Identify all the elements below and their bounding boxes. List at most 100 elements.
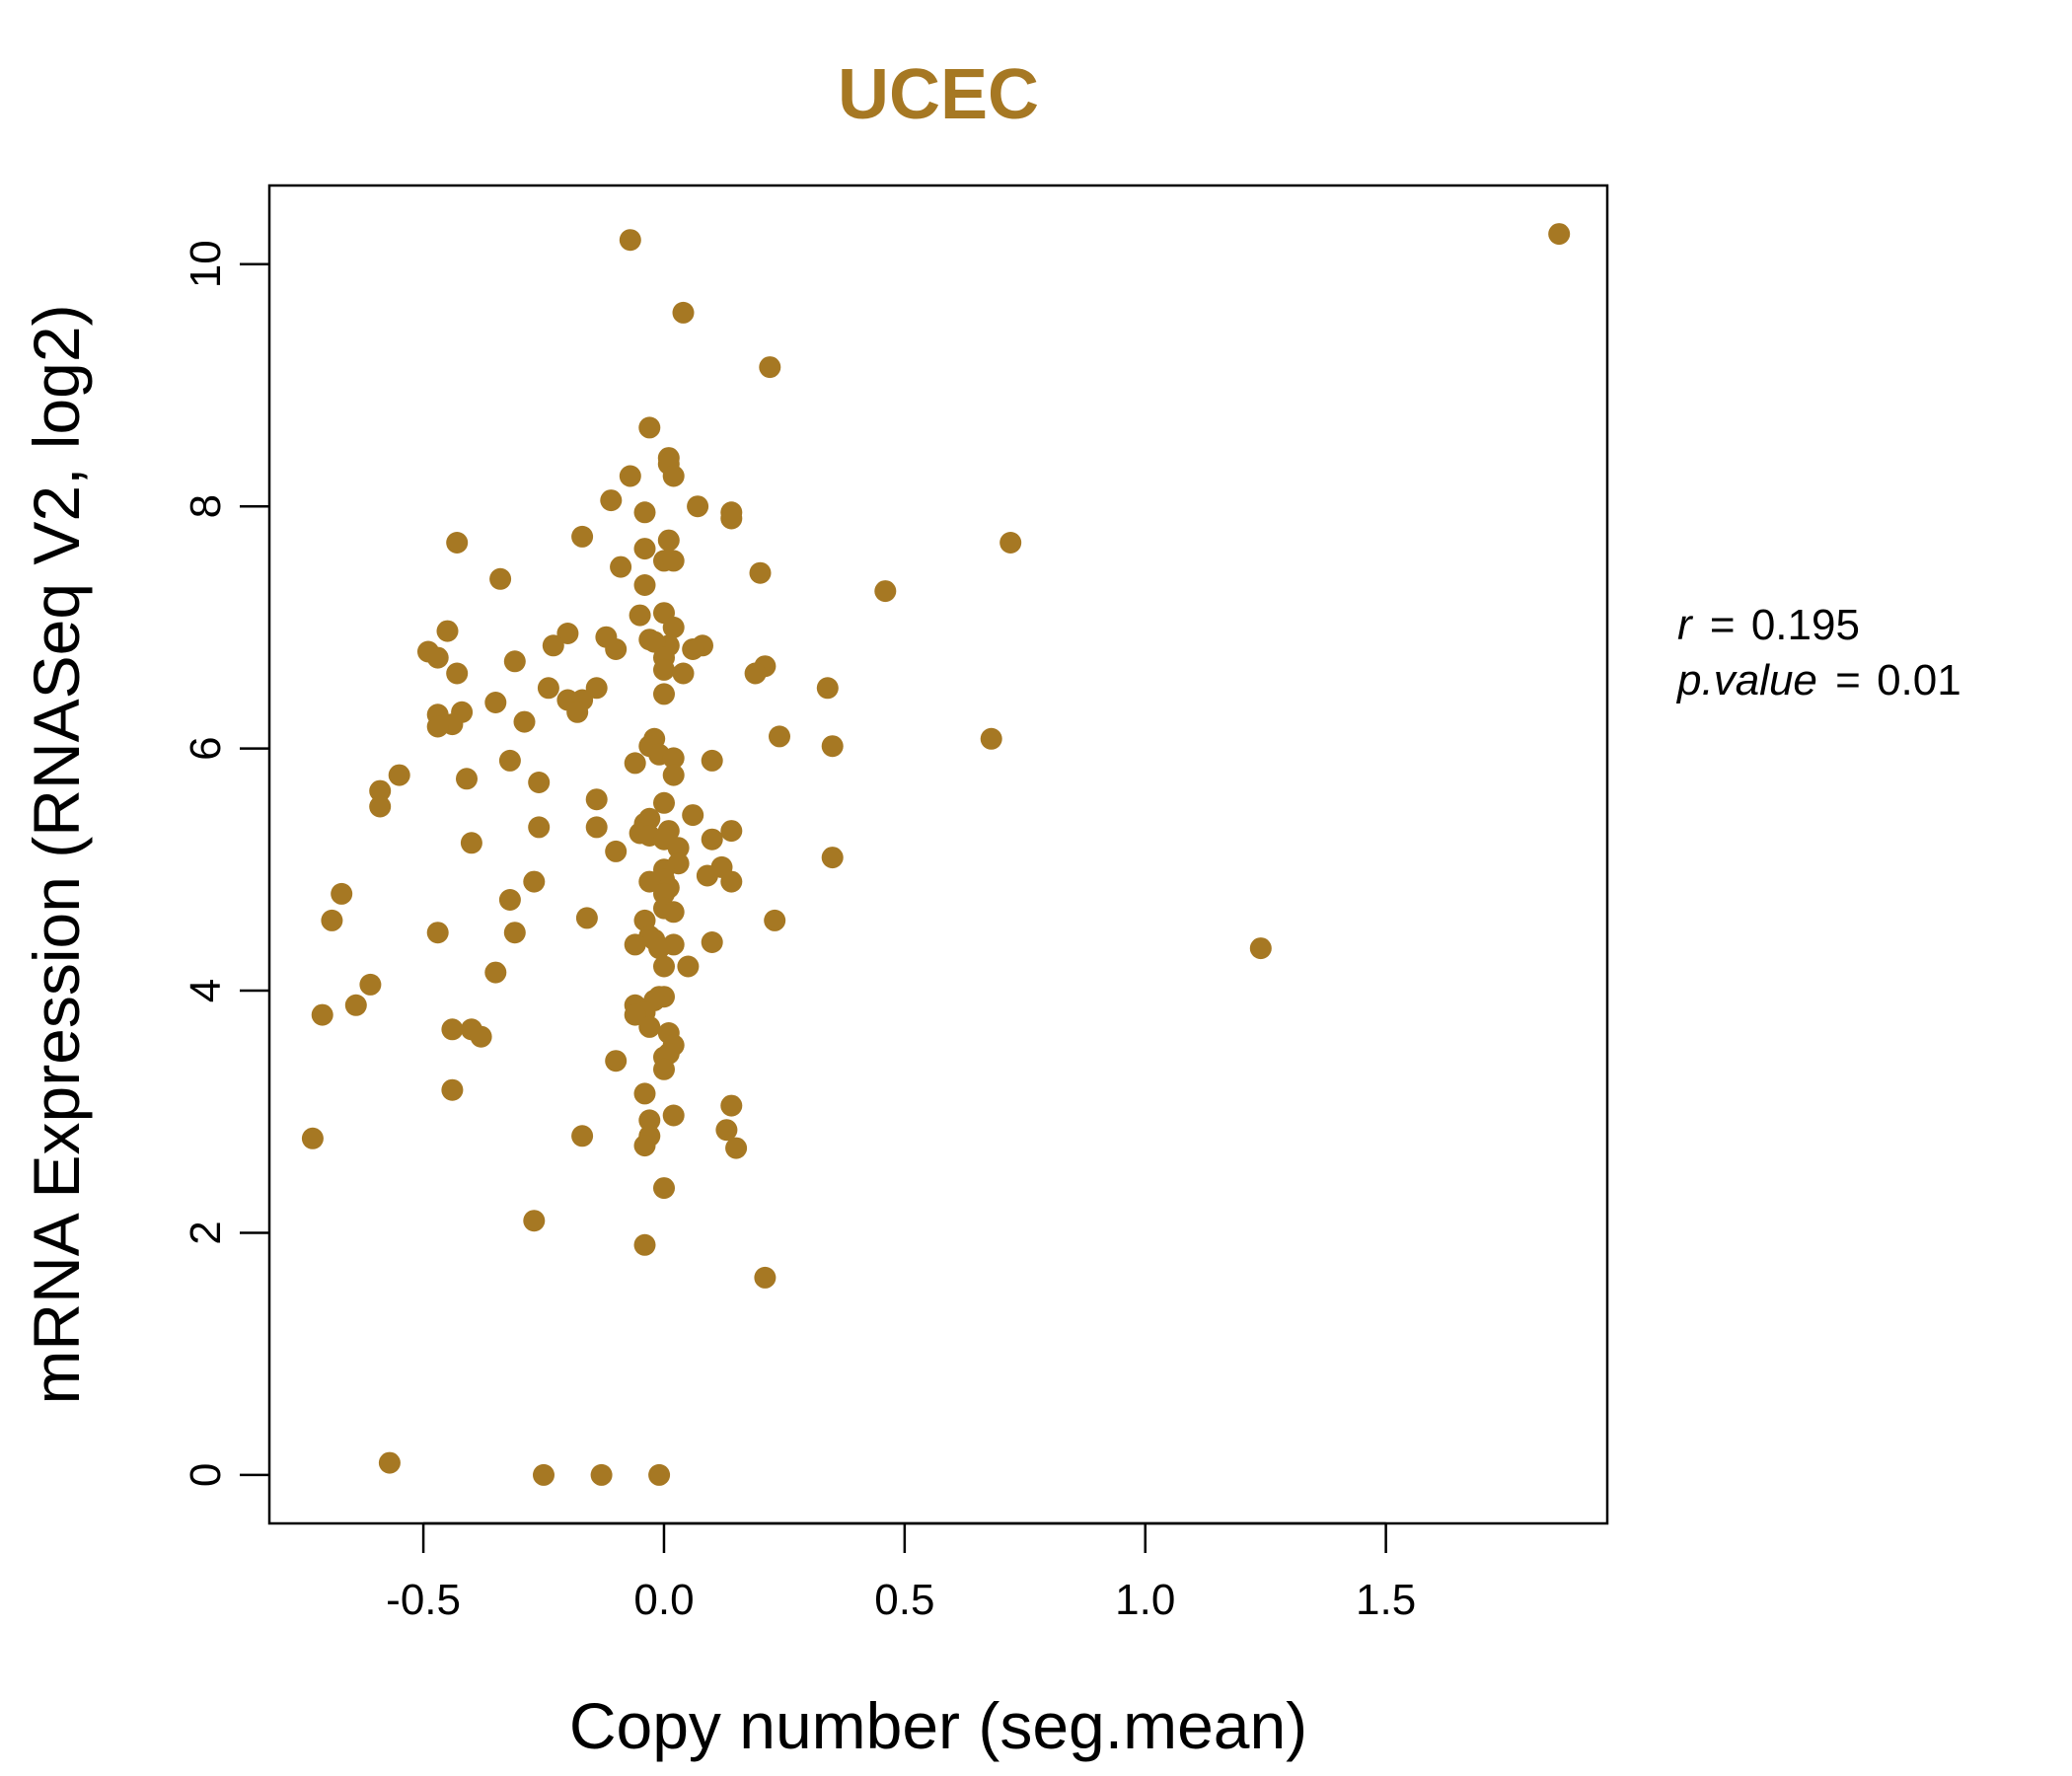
p-equals: = xyxy=(1835,656,1861,704)
data-point xyxy=(575,907,598,929)
data-point xyxy=(624,752,646,775)
data-point xyxy=(566,701,589,723)
data-point xyxy=(701,749,723,772)
data-point xyxy=(662,465,685,487)
r-value: 0.195 xyxy=(1751,601,1860,649)
data-point xyxy=(653,1177,675,1200)
data-point xyxy=(571,525,594,548)
data-point xyxy=(662,550,685,572)
data-point xyxy=(369,795,392,818)
data-point xyxy=(672,662,695,685)
data-point xyxy=(720,870,743,893)
data-point xyxy=(749,561,772,584)
data-point xyxy=(446,662,469,685)
data-point xyxy=(682,638,704,660)
correlation-annotation: r = 0.195 p.value = 0.01 xyxy=(1675,601,1961,704)
data-point xyxy=(301,1127,324,1149)
data-point xyxy=(999,532,1022,554)
data-point xyxy=(624,933,646,956)
chart-title: UCEC xyxy=(838,55,1039,134)
data-point xyxy=(672,301,695,324)
data-point xyxy=(662,616,685,638)
data-point xyxy=(980,727,1002,750)
data-point xyxy=(657,529,680,552)
data-point xyxy=(701,931,723,953)
r-annotation: r = 0.195 xyxy=(1677,601,1860,649)
x-tick-label: 0.5 xyxy=(874,1576,934,1624)
data-point xyxy=(446,532,469,554)
data-point xyxy=(764,909,786,931)
data-point xyxy=(605,638,628,660)
data-point xyxy=(754,1266,777,1289)
data-point xyxy=(585,788,608,811)
data-point xyxy=(456,768,478,790)
data-point xyxy=(470,1025,492,1048)
data-point xyxy=(441,1018,464,1041)
data-point xyxy=(585,816,608,839)
data-point xyxy=(528,816,551,839)
data-point xyxy=(378,1451,401,1474)
data-point xyxy=(638,416,661,439)
data-point xyxy=(648,1463,671,1486)
data-point xyxy=(633,538,656,560)
p-annotation: p.value = 0.01 xyxy=(1675,656,1961,704)
data-point xyxy=(388,764,410,786)
data-point xyxy=(311,1003,333,1026)
data-point xyxy=(1548,223,1571,246)
data-point xyxy=(653,955,675,978)
data-point xyxy=(441,1078,464,1101)
x-tick-label: 1.5 xyxy=(1356,1576,1416,1624)
data-point xyxy=(653,683,675,705)
y-axis: 0 2 4 6 8 10 xyxy=(182,240,269,1487)
data-point xyxy=(653,658,675,681)
r-label: r xyxy=(1677,601,1694,649)
data-point xyxy=(653,1058,675,1080)
data-point xyxy=(484,692,507,713)
y-tick-label: 6 xyxy=(182,736,230,760)
data-point xyxy=(585,677,608,700)
data-point xyxy=(503,650,526,673)
data-point xyxy=(605,840,628,862)
data-point xyxy=(662,1104,685,1127)
data-point xyxy=(426,715,449,738)
data-point xyxy=(874,580,897,603)
data-point xyxy=(653,791,675,814)
y-tick-label: 8 xyxy=(182,494,230,518)
x-tick-label: 0.0 xyxy=(633,1576,694,1624)
plot-frame xyxy=(267,184,1609,1525)
data-point xyxy=(369,779,392,802)
data-points xyxy=(301,223,1571,1486)
data-point xyxy=(498,889,521,911)
data-point xyxy=(677,955,700,978)
data-point xyxy=(542,634,564,657)
data-point xyxy=(331,882,353,905)
data-point xyxy=(600,489,623,512)
data-point xyxy=(590,1463,613,1486)
data-point xyxy=(523,1210,546,1232)
data-point xyxy=(648,937,671,960)
data-point xyxy=(503,922,526,944)
data-point xyxy=(720,507,743,530)
y-tick-label: 2 xyxy=(182,1221,230,1244)
x-tick-label: 1.0 xyxy=(1115,1576,1175,1624)
data-point xyxy=(624,1003,646,1026)
data-point xyxy=(662,747,685,770)
data-point xyxy=(638,870,661,893)
data-point xyxy=(537,677,559,700)
data-point xyxy=(633,574,656,596)
data-point xyxy=(513,710,536,733)
data-point xyxy=(769,725,790,748)
data-point xyxy=(687,495,709,518)
data-point xyxy=(484,961,507,984)
y-tick-label: 0 xyxy=(182,1463,230,1487)
data-point xyxy=(638,1109,661,1132)
data-point xyxy=(759,356,781,379)
data-point xyxy=(528,772,551,793)
p-value: 0.01 xyxy=(1877,656,1961,704)
data-point xyxy=(426,646,449,669)
data-point xyxy=(744,662,767,685)
y-axis-label: mRNA Expression (RNASeq V2, log2) xyxy=(20,304,93,1404)
data-point xyxy=(619,229,641,252)
data-point xyxy=(633,501,656,524)
